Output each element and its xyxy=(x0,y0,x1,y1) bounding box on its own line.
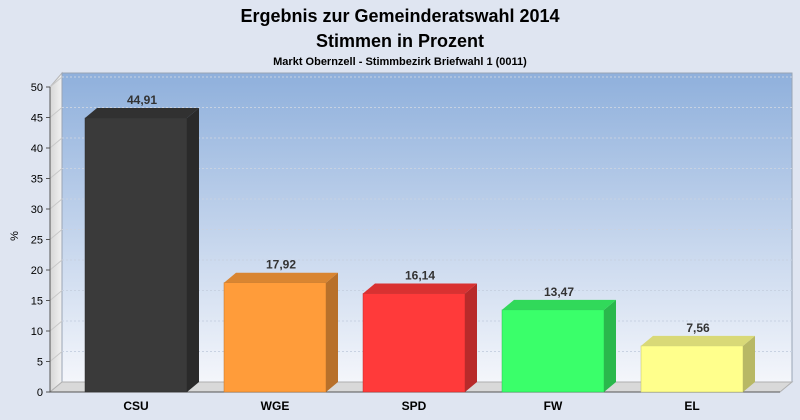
bar-wge xyxy=(223,272,338,393)
bar-top xyxy=(641,335,755,346)
data-label-fw: 13,47 xyxy=(544,285,574,299)
bar-fw xyxy=(501,299,616,393)
grid-line-side xyxy=(49,229,63,240)
bar-top xyxy=(224,272,338,283)
y-tick-label: 45 xyxy=(31,113,43,125)
bar-side xyxy=(604,299,616,392)
data-label-el: 7,56 xyxy=(686,321,710,335)
grid-line-side xyxy=(49,168,63,179)
bar-csu xyxy=(84,108,199,393)
y-tick-label: 10 xyxy=(31,326,43,338)
y-tick-label: 20 xyxy=(31,265,43,277)
x-tick-label-spd: SPD xyxy=(402,399,427,413)
y-axis-ticks: 0 5 10 15 20 25 30 35 40 45 50 xyxy=(31,82,50,399)
bar-spd xyxy=(362,283,477,393)
bar-top xyxy=(85,108,199,119)
bar-top xyxy=(363,283,477,294)
bar-front xyxy=(640,345,744,393)
y-tick-label: 5 xyxy=(37,357,43,369)
y-tick-label: 0 xyxy=(37,387,43,399)
grid-line-side xyxy=(49,320,63,332)
x-tick-label-fw: FW xyxy=(544,399,563,413)
plot-side-wall xyxy=(49,71,63,394)
x-tick-label-csu: CSU xyxy=(123,399,148,413)
bar-front xyxy=(501,309,605,393)
bar-front xyxy=(84,117,188,393)
grid-line-side xyxy=(49,351,63,362)
bar-side xyxy=(187,108,199,392)
data-label-csu: 44,91 xyxy=(127,93,157,107)
chart-caption: Markt Obernzell - Stimmbezirk Briefwahl … xyxy=(273,56,527,68)
bars: 44,91 17,92 16,14 13,47 7,56 xyxy=(84,93,755,393)
bar-side xyxy=(326,272,338,392)
y-tick-label: 25 xyxy=(31,235,43,247)
y-tick-label: 35 xyxy=(31,174,43,186)
y-tick-label: 15 xyxy=(31,296,43,308)
bar-front xyxy=(362,293,466,393)
data-label-wge: 17,92 xyxy=(266,258,296,272)
chart-title: Ergebnis zur Gemeinderatswahl 2014 xyxy=(240,6,559,26)
chart-subtitle: Stimmen in Prozent xyxy=(316,31,484,51)
grid-line-side xyxy=(49,259,63,271)
bar-top xyxy=(502,299,616,310)
y-tick-label: 50 xyxy=(31,82,43,94)
bar-side xyxy=(743,335,755,392)
y-tick-label: 30 xyxy=(31,204,43,216)
x-tick-label-wge: WGE xyxy=(261,399,290,413)
bar-el xyxy=(640,335,755,393)
data-label-spd: 16,14 xyxy=(405,269,435,283)
y-axis-label: % xyxy=(9,231,21,241)
grid-line-side xyxy=(49,290,63,301)
x-tick-label-el: EL xyxy=(684,399,699,413)
grid-line-side xyxy=(49,76,63,88)
y-tick-label: 40 xyxy=(31,143,43,155)
grid-line-side xyxy=(49,107,63,118)
grid-line-side xyxy=(49,137,63,149)
grid-line-side xyxy=(49,198,63,210)
x-axis-ticks: CSU WGE SPD FW EL xyxy=(123,399,699,413)
bar-side xyxy=(465,283,477,392)
bar-front xyxy=(223,282,327,393)
